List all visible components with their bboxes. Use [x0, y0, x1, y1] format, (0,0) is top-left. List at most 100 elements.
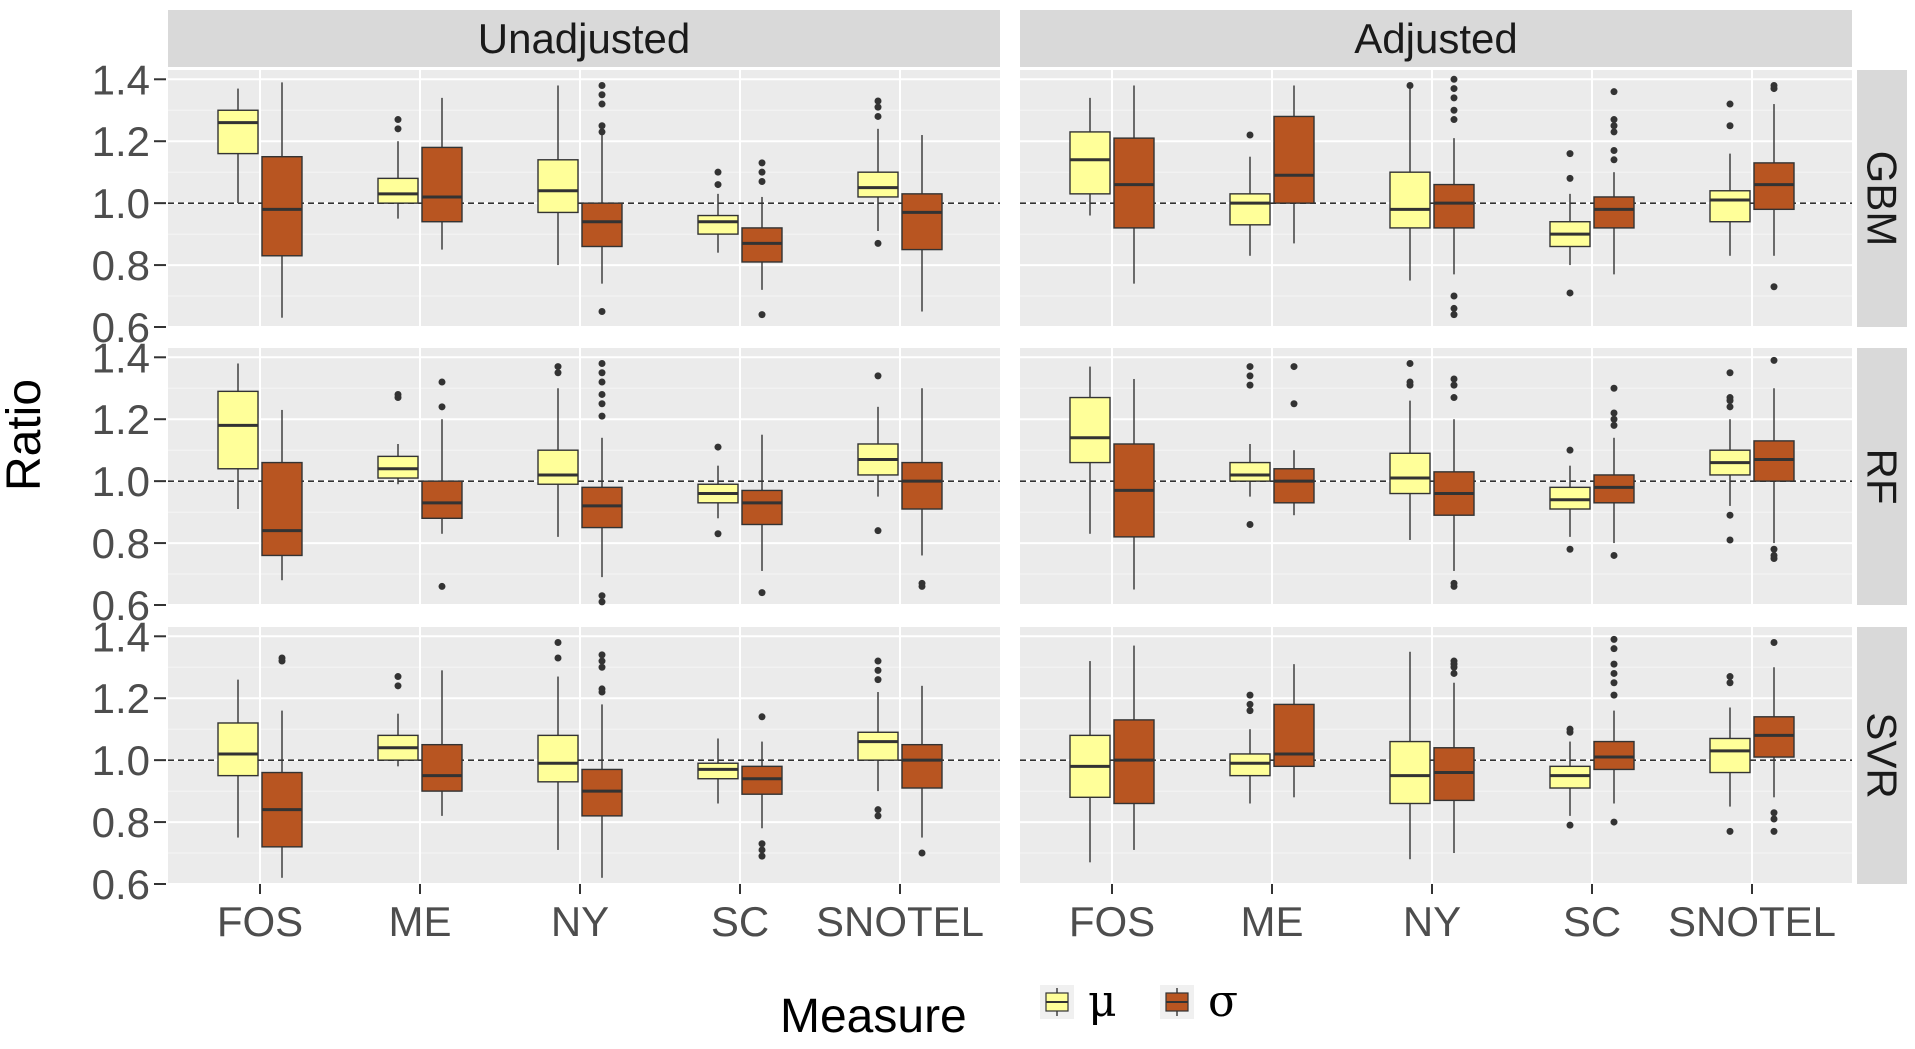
box-snotel-mu [1709, 100, 1751, 256]
outlier-point [1726, 511, 1734, 519]
box-iqr [1709, 190, 1751, 223]
outlier-point [1566, 446, 1574, 454]
y-tick-label: 1.0 [92, 180, 150, 227]
outlier-point [1246, 707, 1254, 715]
outlier-point [714, 168, 722, 176]
box-me-sigma [1273, 363, 1315, 516]
box-me-sigma [421, 670, 463, 816]
outlier-point [598, 81, 606, 89]
box-fos-mu [1069, 97, 1111, 216]
outlier-point [394, 673, 402, 681]
outlier-point [1770, 809, 1778, 817]
outlier-point [874, 239, 882, 247]
box-iqr [741, 489, 783, 526]
x-tick-label: SNOTEL [1668, 898, 1836, 945]
outlier-point [438, 378, 446, 386]
outlier-point [1246, 372, 1254, 380]
box-iqr [1069, 131, 1111, 195]
outlier-point [758, 852, 766, 860]
box-iqr [581, 486, 623, 529]
box-ny-sigma [581, 81, 623, 316]
box-iqr [1069, 396, 1111, 464]
outlier-point [1770, 815, 1778, 823]
box-iqr [1229, 193, 1271, 226]
box-fos-mu [217, 88, 259, 204]
box-iqr [1593, 196, 1635, 229]
outlier-point [1610, 409, 1618, 417]
box-iqr [1593, 474, 1635, 504]
box-me-mu [1229, 131, 1271, 256]
outlier-point [1610, 551, 1618, 559]
panel-svr-unadjusted [168, 627, 1000, 885]
box-ny-mu [537, 363, 579, 537]
outlier-point [714, 530, 722, 538]
outlier-point [1770, 85, 1778, 93]
outlier-point [1610, 645, 1618, 653]
box-iqr [421, 146, 463, 223]
outlier-point [1610, 635, 1618, 643]
y-tick-label: 1.0 [92, 737, 150, 784]
outlier-point [918, 849, 926, 857]
box-iqr [1273, 115, 1315, 204]
box-snotel-mu [857, 372, 899, 535]
box-sc-mu [697, 168, 739, 253]
box-iqr [1389, 452, 1431, 495]
outlier-point [554, 654, 562, 662]
outlier-point [598, 688, 606, 696]
outlier-point [278, 657, 286, 665]
outlier-point [758, 840, 766, 848]
outlier-point [1450, 94, 1458, 102]
x-tick-label: SC [1563, 898, 1621, 945]
outlier-point [1406, 381, 1414, 389]
box-snotel-mu [857, 657, 899, 820]
y-tick-label: 0.6 [92, 582, 150, 629]
box-iqr [217, 390, 259, 470]
outlier-point [554, 638, 562, 646]
box-sc-mu [1549, 725, 1591, 829]
box-iqr [1753, 162, 1795, 211]
box-sc-sigma [1593, 88, 1635, 275]
outlier-point [1566, 728, 1574, 736]
outlier-point [1726, 827, 1734, 835]
box-fos-sigma [1113, 378, 1155, 590]
box-me-mu [377, 390, 419, 485]
box-iqr [1113, 719, 1155, 805]
outlier-point [758, 311, 766, 319]
box-iqr [537, 449, 579, 485]
outlier-point [758, 177, 766, 185]
box-me-mu [1229, 363, 1271, 528]
outlier-point [1610, 147, 1618, 155]
box-sc-mu [697, 443, 739, 538]
panel-gbm-adjusted [1020, 70, 1852, 328]
box-snotel-sigma [1753, 81, 1795, 291]
outlier-point [1610, 156, 1618, 164]
y-tick-label: 1.4 [92, 56, 150, 103]
x-tick-label: ME [389, 898, 452, 945]
box-snotel-sigma [901, 135, 943, 312]
box-fos-mu [217, 363, 259, 510]
box-iqr [1549, 486, 1591, 510]
box-iqr [581, 768, 623, 817]
outlier-point [1610, 88, 1618, 96]
panel-rf-adjusted [1020, 348, 1852, 606]
column-strip [168, 10, 1000, 67]
outlier-point [598, 412, 606, 420]
outlier-point [1726, 403, 1734, 411]
outlier-point [438, 403, 446, 411]
outlier-point [1450, 663, 1458, 671]
outlier-point [598, 128, 606, 136]
x-tick-label: ME [1241, 898, 1304, 945]
outlier-point [1726, 673, 1734, 681]
box-iqr [581, 202, 623, 248]
panel-gbm-unadjusted [168, 70, 1000, 328]
box-iqr [857, 171, 899, 198]
column-strip-label: Unadjusted [478, 15, 690, 62]
outlier-point [1610, 116, 1618, 124]
box-iqr [741, 227, 783, 263]
box-fos-mu [1069, 661, 1111, 863]
box-iqr [1273, 468, 1315, 504]
box-iqr [377, 455, 419, 479]
box-iqr [741, 765, 783, 795]
box-me-sigma [421, 378, 463, 590]
